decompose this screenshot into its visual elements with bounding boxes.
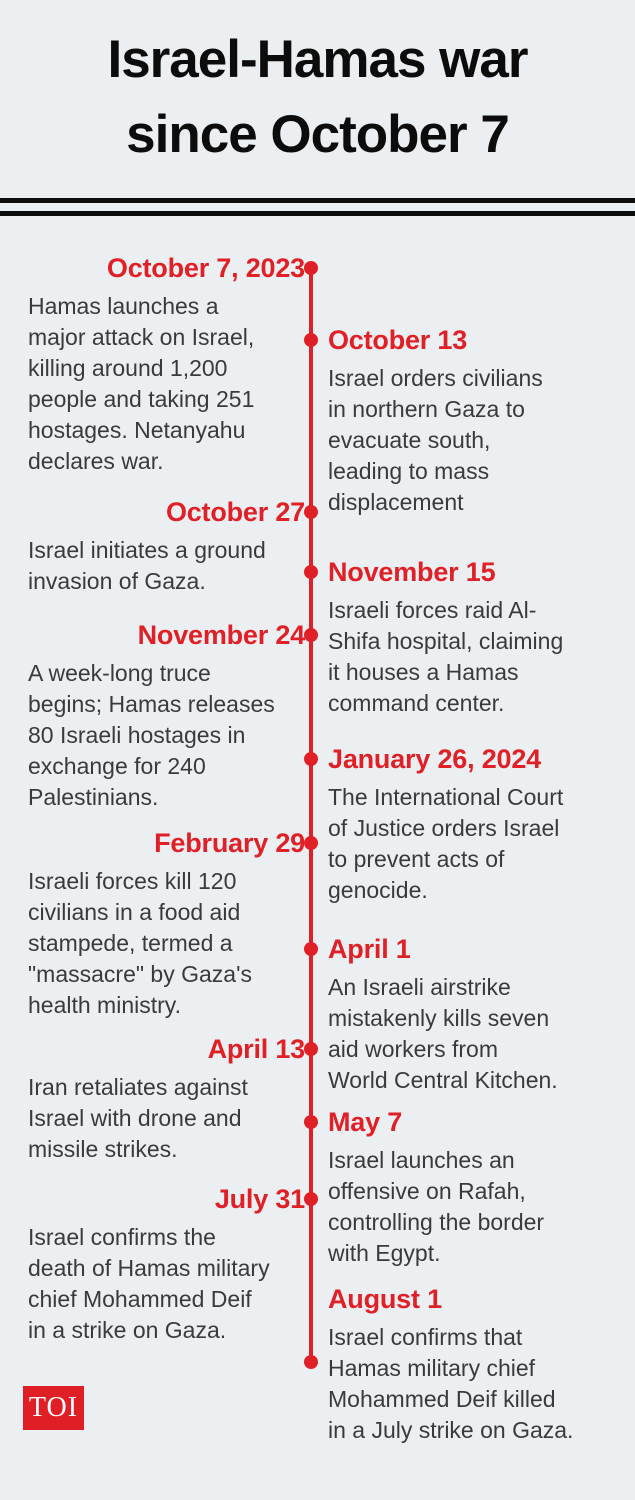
timeline-entry: October 27 Israel initiates a ground inva… bbox=[0, 497, 308, 597]
timeline-entry: October 7, 2023 Hamas launches a major at… bbox=[0, 253, 308, 477]
timeline-entry: April 13 Iran retaliates against Israel w… bbox=[0, 1034, 308, 1165]
toi-logo-text: TOI bbox=[28, 1392, 79, 1423]
timeline-dot bbox=[304, 836, 318, 850]
timeline-entry: October 13 Israel orders civilians in nor… bbox=[328, 325, 628, 518]
timeline-dot bbox=[304, 1192, 318, 1206]
entry-text: Israel confirms the death of Hamas milit… bbox=[28, 1224, 270, 1343]
timeline-dot bbox=[304, 333, 318, 347]
page-title-line2: since October 7 bbox=[126, 105, 510, 164]
entry-date: February 29 bbox=[154, 828, 305, 858]
entry-date: November 24 bbox=[137, 620, 306, 650]
entry-date: April 13 bbox=[207, 1034, 306, 1064]
double-divider-rule bbox=[0, 198, 635, 216]
timeline-entry: May 7 Israel launches an offensive on Raf… bbox=[328, 1107, 628, 1269]
entry-date: January 26, 2024 bbox=[328, 744, 541, 774]
timeline-entry: July 31 Israel confirms the death of Hama… bbox=[0, 1184, 308, 1346]
entry-date: November 15 bbox=[328, 557, 496, 587]
entry-text: Hamas launches a major attack on Israel,… bbox=[28, 293, 255, 474]
entry-text: Israel initiates a ground invasion of Ga… bbox=[28, 537, 266, 594]
entry-date: April 1 bbox=[328, 934, 411, 964]
timeline-dot bbox=[304, 628, 318, 642]
entry-date: October 13 bbox=[328, 325, 468, 355]
entry-date: May 7 bbox=[328, 1107, 403, 1137]
entry-text: An Israeli airstrike mistakenly kills se… bbox=[328, 974, 558, 1093]
timeline-entry: August 1 Israel confirms that Hamas milit… bbox=[328, 1284, 628, 1446]
page-title-line1: Israel-Hamas war bbox=[107, 30, 528, 89]
entry-text: Iran retaliates against Israel with dron… bbox=[28, 1074, 248, 1162]
entry-text: Israel launches an offensive on Rafah, c… bbox=[328, 1147, 545, 1266]
page-title: Israel-Hamas war since October 7 bbox=[0, 22, 635, 172]
toi-logo: TOI bbox=[23, 1386, 84, 1430]
timeline-dot bbox=[304, 1355, 318, 1369]
entry-text: Israeli forces kill 120 civilians in a f… bbox=[28, 868, 252, 1018]
entry-date: July 31 bbox=[214, 1184, 305, 1214]
timeline-entry: November 24 A week-long truce begins; Ham… bbox=[0, 620, 308, 813]
entry-text: A week-long truce begins; Hamas releases… bbox=[28, 660, 275, 810]
timeline-dot bbox=[304, 752, 318, 766]
entry-text: Israeli forces raid Al- Shifa hospital, … bbox=[328, 597, 564, 716]
entry-date: October 7, 2023 bbox=[106, 253, 305, 283]
timeline-dot bbox=[304, 1042, 318, 1056]
timeline-dot bbox=[304, 942, 318, 956]
entry-text: Israel confirms that Hamas military chie… bbox=[328, 1324, 574, 1443]
timeline-line bbox=[309, 268, 313, 1362]
entry-text: The International Court of Justice order… bbox=[328, 784, 564, 903]
timeline-dot bbox=[304, 1115, 318, 1129]
timeline-dot bbox=[304, 565, 318, 579]
timeline-entry: January 26, 2024 The International Court … bbox=[328, 744, 628, 906]
timeline-dot bbox=[304, 261, 318, 275]
entry-date: October 27 bbox=[165, 497, 305, 527]
entry-text: Israel orders civilians in northern Gaza… bbox=[328, 365, 543, 515]
timeline-entry: February 29 Israeli forces kill 120 civil… bbox=[0, 828, 308, 1021]
timeline-entry: November 15 Israeli forces raid Al- Shifa… bbox=[328, 557, 628, 719]
timeline-dot bbox=[304, 505, 318, 519]
entry-date: August 1 bbox=[328, 1284, 442, 1314]
timeline-entry: April 1 An Israeli airstrike mistakenly k… bbox=[328, 934, 628, 1096]
